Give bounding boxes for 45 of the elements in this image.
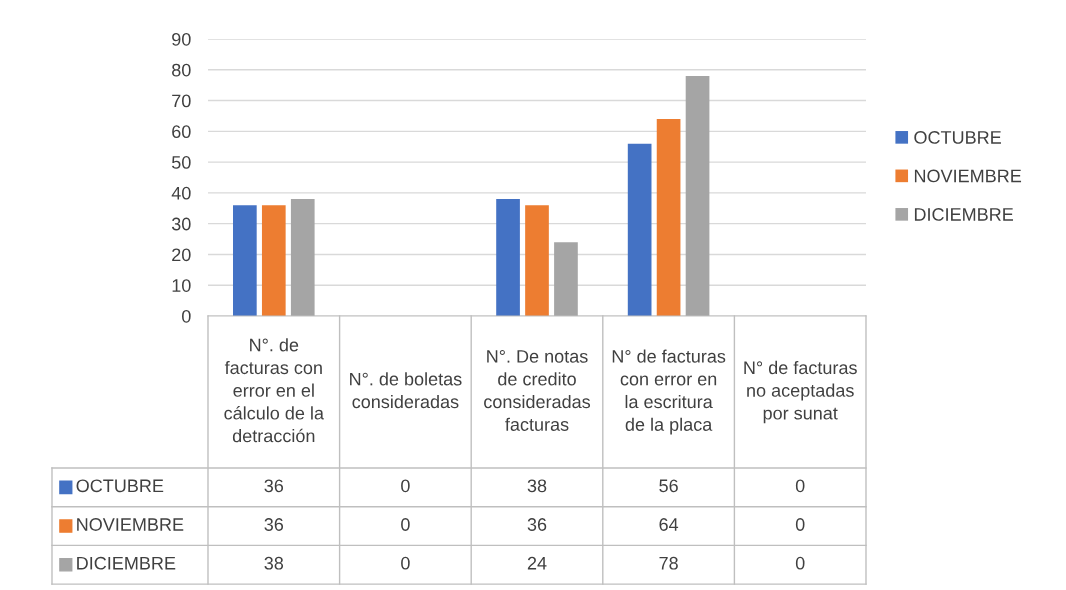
text: DICIEMBRE [77, 556, 176, 570]
data-label: 0 [401, 479, 410, 493]
x-tick-label: N° de facturas no aceptadas por sunat [744, 360, 857, 424]
y-tick-label: 70 [172, 94, 191, 108]
data-label: 56 [659, 479, 678, 493]
legend-label: NOVIEMBRE [77, 518, 184, 531]
data-label: 38 [264, 556, 284, 570]
data-label: 0 [401, 556, 410, 570]
x-tick-label: N°. de boletas consideradas [350, 372, 462, 409]
legend-label: DICIEMBRE [914, 208, 1014, 221]
bar [261, 205, 286, 316]
x-tick-label: N°. De notas de credito consideradas facturas [484, 349, 591, 431]
x-tick-label: N°. de facturas con error en el cálculo de la detracción [224, 338, 324, 443]
bar [233, 205, 257, 316]
bar [554, 242, 578, 316]
bar [525, 205, 549, 316]
text: NOVIEMBRE [914, 169, 1022, 183]
y-tick-label: 0 [182, 309, 191, 323]
bar [290, 199, 315, 316]
text: OCTUBRE [914, 131, 1001, 144]
y-tick-label: 20 [172, 248, 191, 262]
legend-label: OCTUBRE [76, 479, 164, 493]
data-label: 38 [527, 479, 547, 493]
data-label: 0 [795, 556, 805, 570]
bar [627, 143, 652, 316]
data-label: 0 [795, 479, 805, 493]
data-label: 0 [401, 518, 410, 531]
y-tick-label: 50 [171, 156, 191, 169]
data-label: 64 [659, 518, 679, 531]
y-tick-label: 10 [172, 279, 191, 292]
data-label: 0 [795, 518, 805, 531]
bar [685, 75, 710, 316]
data-label: 36 [264, 479, 284, 493]
data-label: 36 [264, 518, 284, 531]
y-tick-label: 90 [172, 32, 191, 46]
y-tick-label: 60 [172, 125, 191, 139]
y-tick-label: 30 [171, 217, 191, 231]
data-label: 36 [527, 518, 547, 531]
data-label: 24 [527, 556, 547, 570]
x-tick-label: N° de facturas con error en la escritura de la placa [612, 349, 726, 435]
bar [496, 199, 520, 316]
y-tick-label: 40 [171, 186, 191, 200]
y-tick-label: 80 [172, 63, 191, 77]
data-label: 78 [659, 556, 678, 570]
bar [656, 119, 681, 316]
